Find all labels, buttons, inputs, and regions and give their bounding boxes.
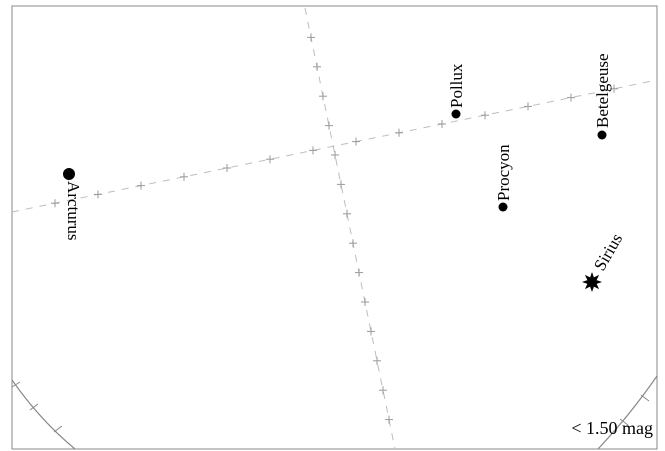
- star-pollux[interactable]: Pollux: [447, 63, 466, 119]
- horizon-tick: [29, 403, 39, 411]
- horizon-tick: [53, 425, 63, 433]
- grid-line-vertical: [304, 7, 396, 450]
- magnitude-limit-label: < 1.50 mag: [571, 418, 653, 438]
- star-label: Betelgeuse: [593, 53, 612, 128]
- star-label: Sirius: [590, 230, 626, 274]
- star-marker: [451, 109, 461, 119]
- chart-frame: [11, 5, 658, 450]
- horizon-tick: [11, 381, 21, 388]
- star-label: Pollux: [447, 63, 466, 108]
- star-label: Procyon: [494, 144, 513, 201]
- star-marker: [597, 130, 607, 140]
- star-label: Arcturus: [64, 181, 83, 240]
- grid-ticks-horizontal: [51, 84, 618, 208]
- grid-ticks-vertical: [307, 33, 393, 424]
- star-sirius[interactable]: Sirius: [582, 230, 626, 292]
- star-betelgeuse[interactable]: Betelgeuse: [593, 53, 612, 140]
- horizon-arc-right: [597, 375, 658, 450]
- star-arcturus[interactable]: Arcturus: [63, 168, 83, 240]
- star-marker: [498, 202, 508, 212]
- horizon-arc-left: [11, 379, 76, 450]
- star-procyon[interactable]: Procyon: [494, 144, 513, 212]
- sirius-starburst-icon: [582, 272, 602, 292]
- star-marker: [63, 168, 75, 180]
- horizon-tick: [640, 394, 650, 402]
- horizon-tick: [619, 418, 629, 426]
- grid-line-horizontal: [11, 79, 658, 213]
